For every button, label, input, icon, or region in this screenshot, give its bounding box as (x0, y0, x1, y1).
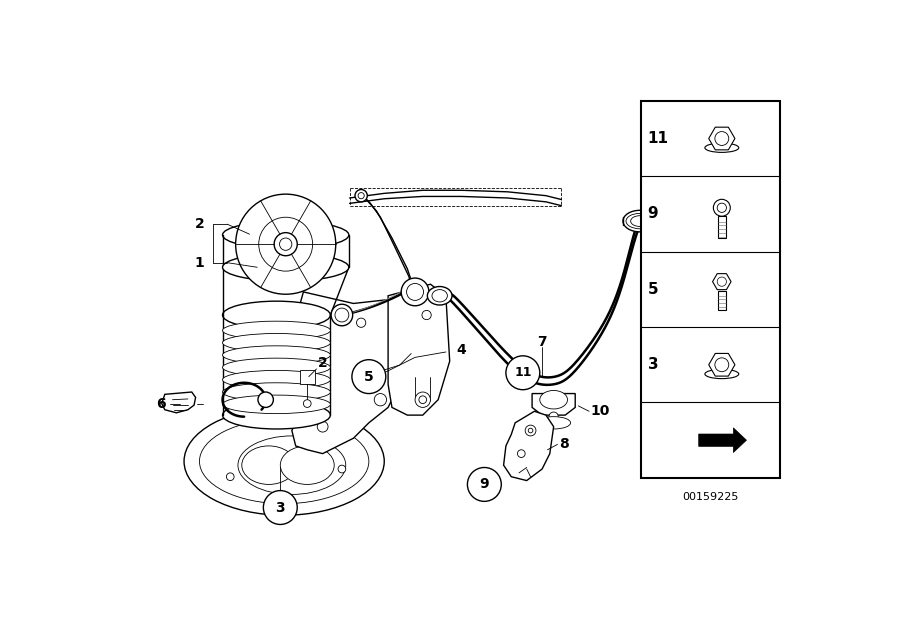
Ellipse shape (200, 419, 369, 504)
Polygon shape (162, 392, 195, 413)
Polygon shape (300, 370, 315, 384)
Ellipse shape (222, 301, 330, 329)
Circle shape (280, 238, 292, 251)
Circle shape (227, 473, 234, 481)
Ellipse shape (258, 218, 312, 271)
Circle shape (264, 490, 297, 525)
Circle shape (274, 233, 297, 256)
Text: 3: 3 (648, 357, 658, 372)
Ellipse shape (222, 321, 330, 340)
Circle shape (418, 396, 427, 404)
Circle shape (714, 199, 730, 216)
Ellipse shape (222, 401, 330, 429)
Ellipse shape (222, 346, 330, 364)
Ellipse shape (623, 211, 657, 232)
Circle shape (528, 428, 533, 433)
Ellipse shape (222, 221, 349, 249)
Ellipse shape (705, 370, 739, 378)
Text: 7: 7 (537, 335, 547, 349)
Circle shape (549, 412, 558, 421)
Ellipse shape (540, 391, 568, 409)
Text: 11: 11 (514, 366, 532, 379)
Circle shape (518, 450, 526, 457)
Circle shape (467, 467, 501, 501)
Circle shape (335, 308, 349, 322)
Circle shape (303, 399, 311, 408)
Text: 11: 11 (648, 131, 669, 146)
Circle shape (331, 304, 353, 326)
Circle shape (717, 203, 726, 212)
Circle shape (338, 465, 346, 473)
Polygon shape (708, 127, 735, 150)
Ellipse shape (432, 289, 447, 302)
Bar (718, 216, 725, 238)
Ellipse shape (236, 194, 336, 294)
Text: 10: 10 (590, 404, 610, 418)
Polygon shape (388, 284, 450, 415)
Ellipse shape (631, 216, 649, 226)
Circle shape (715, 358, 729, 371)
Text: 4: 4 (456, 343, 466, 357)
Polygon shape (504, 411, 554, 481)
Circle shape (258, 392, 274, 408)
Circle shape (318, 421, 328, 432)
Polygon shape (698, 428, 746, 452)
Polygon shape (708, 354, 735, 376)
Ellipse shape (536, 417, 571, 429)
Circle shape (526, 425, 536, 436)
Ellipse shape (222, 370, 330, 389)
Circle shape (415, 392, 430, 408)
Ellipse shape (222, 383, 330, 401)
Circle shape (422, 310, 431, 320)
Polygon shape (532, 394, 575, 415)
Circle shape (358, 193, 365, 198)
Text: 3: 3 (275, 501, 285, 515)
Circle shape (356, 318, 365, 328)
Ellipse shape (242, 446, 296, 485)
Text: 9: 9 (480, 478, 490, 492)
Ellipse shape (222, 395, 330, 413)
Circle shape (717, 277, 726, 286)
Text: 2: 2 (194, 217, 204, 231)
Bar (718, 291, 725, 310)
Ellipse shape (184, 408, 384, 515)
Circle shape (715, 132, 729, 146)
Circle shape (374, 394, 387, 406)
Ellipse shape (222, 253, 349, 281)
Circle shape (407, 284, 424, 300)
Polygon shape (292, 292, 400, 453)
Text: 1: 1 (194, 256, 204, 270)
Ellipse shape (280, 446, 334, 485)
Bar (642, 100, 780, 478)
Text: 2: 2 (318, 356, 328, 370)
Circle shape (401, 278, 429, 306)
Ellipse shape (238, 436, 346, 494)
Ellipse shape (626, 214, 653, 229)
Text: 8: 8 (559, 438, 569, 452)
Ellipse shape (705, 143, 739, 153)
Text: 6: 6 (156, 397, 166, 411)
Text: 5: 5 (364, 370, 374, 384)
Circle shape (352, 360, 386, 394)
Ellipse shape (222, 358, 330, 377)
Ellipse shape (222, 333, 330, 352)
Text: 9: 9 (648, 207, 658, 221)
Polygon shape (713, 273, 731, 289)
Circle shape (506, 356, 540, 390)
Circle shape (277, 501, 284, 507)
Circle shape (355, 190, 367, 202)
Text: 00159225: 00159225 (682, 492, 739, 502)
Ellipse shape (428, 287, 452, 305)
Text: 5: 5 (648, 282, 658, 297)
